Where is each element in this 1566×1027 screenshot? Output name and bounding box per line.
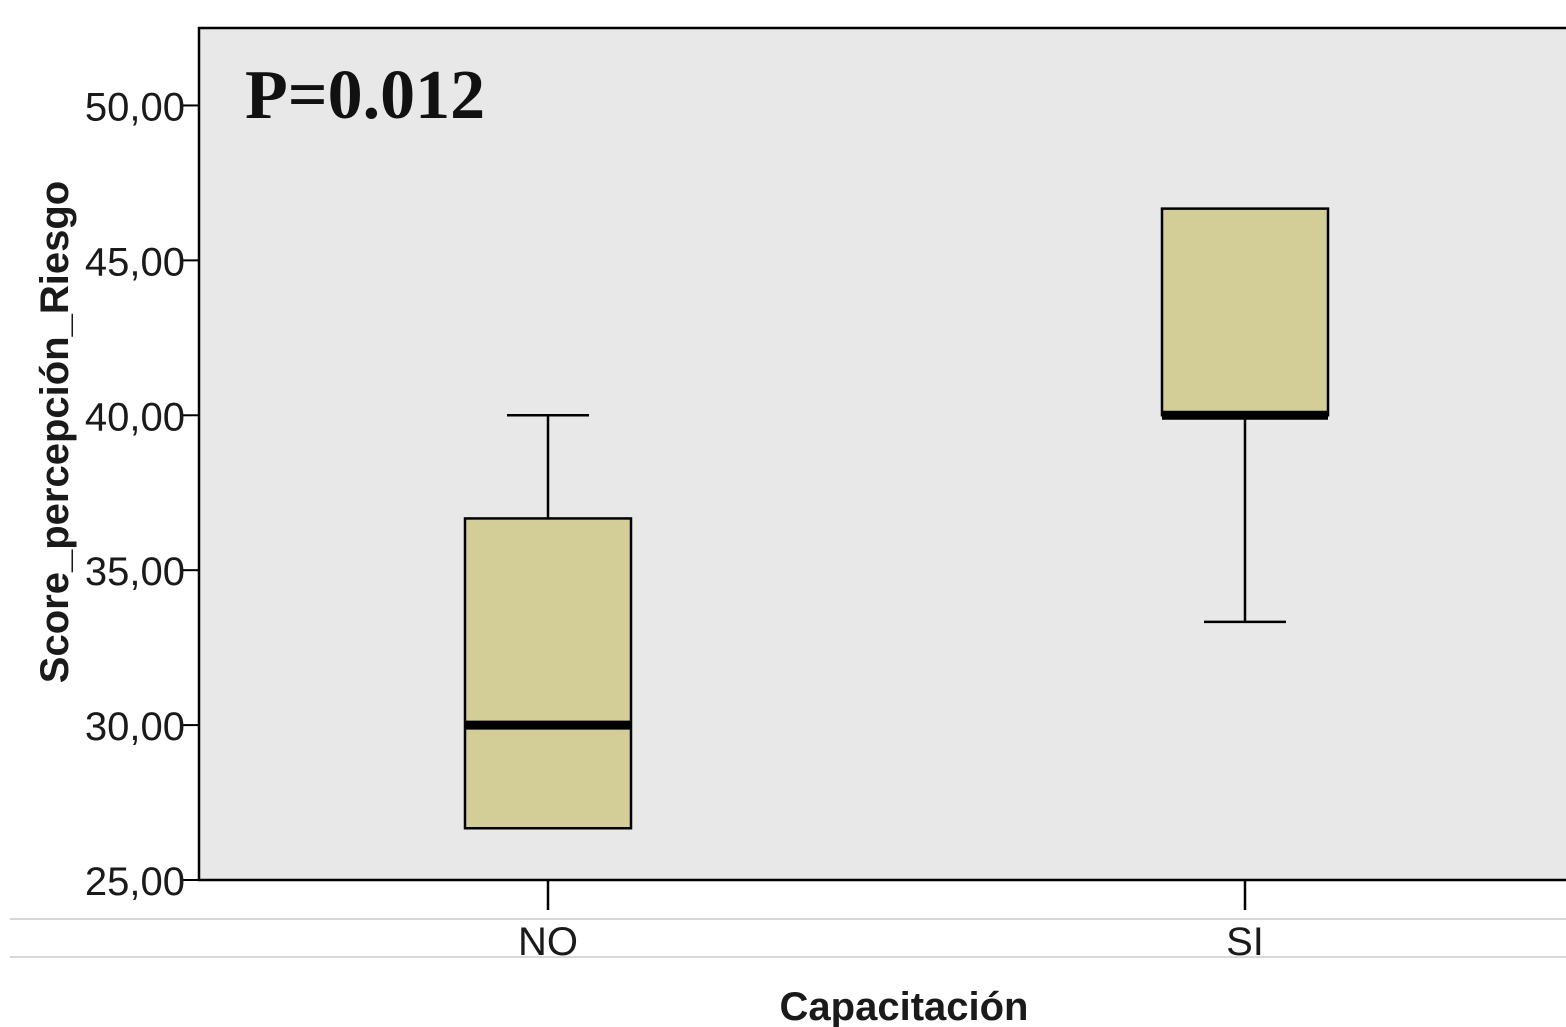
y-tick-label: 30,00 [85, 705, 185, 749]
x-axis: NO SI [518, 880, 1264, 964]
y-tick-label: 50,00 [85, 85, 185, 129]
y-tick-label: 40,00 [85, 395, 185, 439]
iqr-box [463, 517, 633, 830]
p-value-annotation: P=0.012 [245, 57, 485, 134]
plot-area [197, 26, 1566, 882]
y-tick-label: 45,00 [85, 240, 185, 284]
x-tick-label: SI [1226, 920, 1264, 964]
x-axis-title: Capacitación [780, 985, 1029, 1027]
x-tick-label: NO [518, 920, 578, 964]
y-axis: 25,00 30,00 35,00 40,00 45,00 50,00 [85, 85, 199, 904]
y-tick-label: 35,00 [85, 550, 185, 594]
box-si [1160, 207, 1330, 624]
y-axis-title: Score_percepción_Riesgo [33, 181, 77, 683]
y-tick-label: 25,00 [85, 860, 185, 904]
box-no [463, 414, 633, 830]
boxes-group [463, 207, 1330, 830]
iqr-box [1160, 207, 1330, 417]
